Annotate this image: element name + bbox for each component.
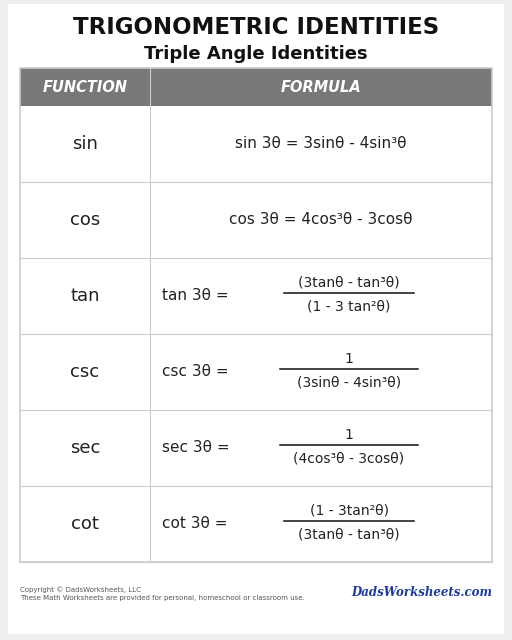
Text: TRIGONOMETRIC IDENTITIES: TRIGONOMETRIC IDENTITIES	[73, 17, 439, 40]
Text: (1 - 3 tan²θ): (1 - 3 tan²θ)	[307, 300, 391, 314]
Text: (1 - 3tan²θ): (1 - 3tan²θ)	[309, 504, 389, 518]
Text: (3tanθ - tan³θ): (3tanθ - tan³θ)	[298, 276, 400, 290]
Bar	[20, 68, 492, 562]
Text: csc 3θ =: csc 3θ =	[162, 365, 233, 380]
Text: cot 3θ =: cot 3θ =	[162, 516, 232, 531]
Text: sin 3θ = 3sinθ - 4sin³θ: sin 3θ = 3sinθ - 4sin³θ	[235, 136, 407, 152]
Text: 1: 1	[345, 428, 353, 442]
Text: sec: sec	[70, 439, 100, 457]
Bar	[20, 68, 492, 562]
Text: csc: csc	[71, 363, 99, 381]
Text: tan 3θ =: tan 3θ =	[162, 289, 233, 303]
Text: Triple Angle Identities: Triple Angle Identities	[144, 45, 368, 63]
Text: (3tanθ - tan³θ): (3tanθ - tan³θ)	[298, 528, 400, 542]
Bar	[20, 68, 492, 106]
Text: (3sinθ - 4sin³θ): (3sinθ - 4sin³θ)	[297, 376, 401, 390]
Text: cos: cos	[70, 211, 100, 229]
Text: sec 3θ =: sec 3θ =	[162, 440, 234, 456]
Text: DadsWorksheets.com: DadsWorksheets.com	[351, 586, 492, 598]
Text: sin: sin	[72, 135, 98, 153]
Text: 1: 1	[345, 352, 353, 366]
Text: FUNCTION: FUNCTION	[42, 79, 127, 95]
Text: (4cos³θ - 3cosθ): (4cos³θ - 3cosθ)	[293, 452, 404, 466]
Text: tan: tan	[70, 287, 100, 305]
Text: cot: cot	[71, 515, 99, 533]
Text: cos 3θ = 4cos³θ - 3cosθ: cos 3θ = 4cos³θ - 3cosθ	[229, 212, 413, 227]
Text: FORMULA: FORMULA	[281, 79, 361, 95]
Text: Copyright © DadsWorksheets, LLC
These Math Worksheets are provided for personal,: Copyright © DadsWorksheets, LLC These Ma…	[20, 586, 305, 601]
